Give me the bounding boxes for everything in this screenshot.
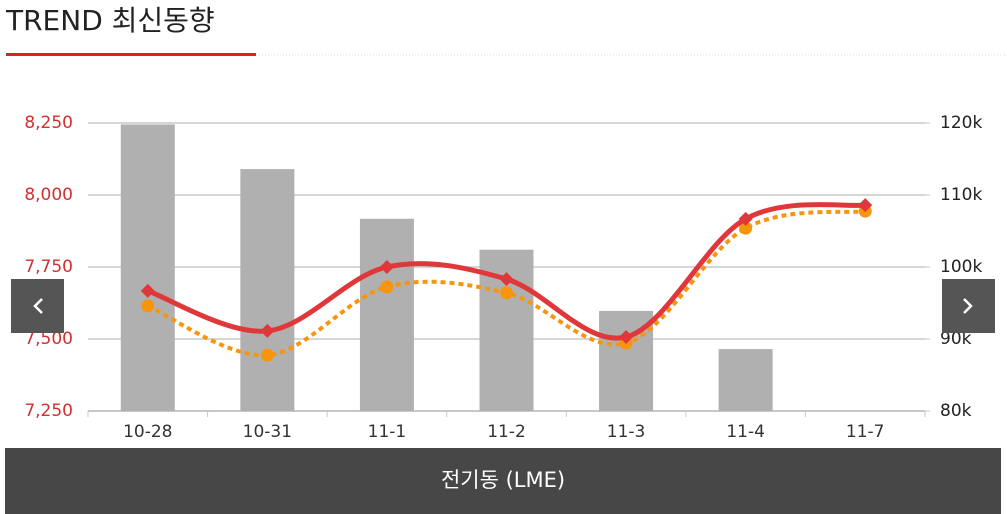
marker <box>260 323 275 338</box>
x-tick-label: 10-31 <box>243 422 292 442</box>
page-title: TREND 최신동향 <box>5 4 215 37</box>
marker <box>739 221 753 235</box>
bar <box>359 218 414 411</box>
y2-tick-label: 80k <box>940 401 972 421</box>
y-tick-label: 7,750 <box>24 257 73 277</box>
marker <box>140 283 155 298</box>
marker <box>500 286 513 300</box>
marker <box>380 280 394 294</box>
marker <box>260 348 274 362</box>
x-tick-label: 11-2 <box>487 422 526 442</box>
marker <box>619 329 634 344</box>
x-tick-label: 11-3 <box>607 422 646 442</box>
bar <box>718 349 773 411</box>
x-tick-label: 11-4 <box>726 422 765 442</box>
footer-bar <box>5 448 1001 514</box>
bar <box>240 169 295 411</box>
bar <box>120 124 175 411</box>
marker <box>858 198 873 213</box>
marker <box>141 299 155 313</box>
next-button[interactable] <box>942 279 995 333</box>
prev-button[interactable] <box>11 279 64 333</box>
marker <box>379 260 394 274</box>
y2-tick-label: 100k <box>940 257 982 277</box>
x-tick-label: 11-7 <box>846 422 885 442</box>
y-tick-label: 8,250 <box>24 113 73 133</box>
y-tick-label: 7,500 <box>24 329 73 349</box>
marker <box>738 211 753 226</box>
y-tick-label: 7,250 <box>24 401 73 421</box>
x-tick-label: 11-1 <box>368 422 407 442</box>
marker <box>499 272 514 287</box>
y-tick-label: 8,000 <box>24 185 73 205</box>
prev-icon <box>33 298 43 314</box>
next-icon <box>963 298 973 314</box>
y2-tick-label: 120k <box>940 113 982 133</box>
x-axis-title: 전기동 (LME) <box>441 468 565 492</box>
x-tick-label: 10-28 <box>123 422 172 442</box>
title-underline <box>6 53 256 56</box>
y2-tick-label: 110k <box>940 185 982 205</box>
y2-tick-label: 90k <box>940 329 972 349</box>
